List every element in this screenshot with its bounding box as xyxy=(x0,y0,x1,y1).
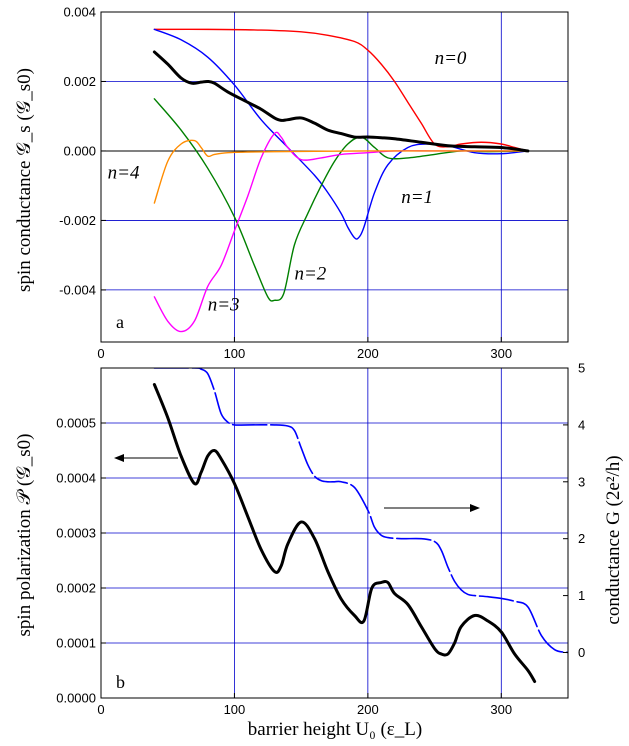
x-tick-label: 300 xyxy=(490,702,512,717)
y-axis-label-b: spin polarization 𝒫 (𝒢_s0) xyxy=(14,434,35,637)
series-line-n-0 xyxy=(153,28,529,152)
x-tick-label: 100 xyxy=(224,702,246,717)
y-tick-label: 0.0001 xyxy=(56,636,96,651)
y-right-tick-label: 1 xyxy=(578,588,585,603)
annotations-a: n=0 n=1 n=2 n=3 n=4 xyxy=(108,48,467,316)
x-tick-label: 200 xyxy=(357,702,379,717)
x-tick-label: 200 xyxy=(357,346,379,361)
curve-label: n=3 xyxy=(208,295,240,316)
curve-label: n=4 xyxy=(108,163,140,184)
y-axis-label-a-text: spin conductance 𝒢_s (𝒢_s0) xyxy=(14,68,35,292)
y-axis-label-a: spin conductance 𝒢_s (𝒢_s0) xyxy=(14,68,35,292)
y-axis-label-right-b-text: conductance G (2e²/h) xyxy=(603,455,624,624)
y-tick-label: -0.002 xyxy=(59,213,96,228)
x-tick-label: 300 xyxy=(490,346,512,361)
y-tick-label: 0.0002 xyxy=(56,581,96,596)
series-line-polarization xyxy=(152,383,537,683)
x-tick-label: 100 xyxy=(224,346,246,361)
y-tick-label: 0.004 xyxy=(63,5,96,20)
y-right-tick-label: 4 xyxy=(578,417,585,432)
series-group-b xyxy=(152,368,568,683)
grid-b xyxy=(101,368,568,698)
panel-label-b: b xyxy=(116,672,125,692)
y-tick-label: 0.0005 xyxy=(56,416,96,431)
y-tick-label: 0.0004 xyxy=(56,471,96,486)
curve-label: n=1 xyxy=(401,187,433,208)
y-right-tick-label: 5 xyxy=(578,361,585,376)
series-line-total xyxy=(152,50,530,153)
y-tick-label: 0.0000 xyxy=(56,691,96,706)
y-right-tick-label: 2 xyxy=(578,531,585,546)
y-tick-label: 0.002 xyxy=(63,74,96,89)
series-line-n-4 xyxy=(153,139,529,204)
series-group-a xyxy=(152,28,530,333)
left-axis-arrow xyxy=(114,454,178,462)
y-tick-label: 0.0003 xyxy=(56,526,96,541)
y-axis-label-b-text: spin polarization 𝒫 (𝒢_s0) xyxy=(14,434,35,637)
x-tick-label: 0 xyxy=(97,702,104,717)
panel-a: 0 100 200 300 -0.004 -0.002 0.000 0.002 0.004 sp… xyxy=(14,5,569,362)
plot-frame-a xyxy=(100,11,569,343)
x-tick-label: 0 xyxy=(97,346,104,361)
curve-label: n=2 xyxy=(294,263,326,284)
ticks-b: 0 100 200 300 0.0000 0.0001 0.0002 0.0003 0.0004… xyxy=(56,361,585,718)
series-line-n-2 xyxy=(153,98,529,302)
y-right-tick-label: 3 xyxy=(578,474,585,489)
series-line-conductance xyxy=(153,368,568,654)
x-axis-label-b: barrier height U₀ (ε_L) xyxy=(248,719,422,740)
ticks-a: 0 100 200 300 -0.004 -0.002 0.000 0.002 0.004 xyxy=(59,5,512,362)
y-right-tick-label: 0 xyxy=(578,645,585,660)
y-axis-label-right-b: conductance G (2e²/h) xyxy=(603,455,624,624)
grid-a xyxy=(101,12,568,342)
y-tick-label: 0.000 xyxy=(63,143,96,158)
right-axis-arrow xyxy=(384,504,480,512)
curve-label: n=0 xyxy=(435,48,467,69)
panel-b: 0 100 200 300 0.0000 0.0001 0.0002 0.0003 0.0004… xyxy=(14,361,624,741)
y-tick-label: -0.004 xyxy=(59,282,96,297)
panel-label-a: a xyxy=(116,312,124,332)
